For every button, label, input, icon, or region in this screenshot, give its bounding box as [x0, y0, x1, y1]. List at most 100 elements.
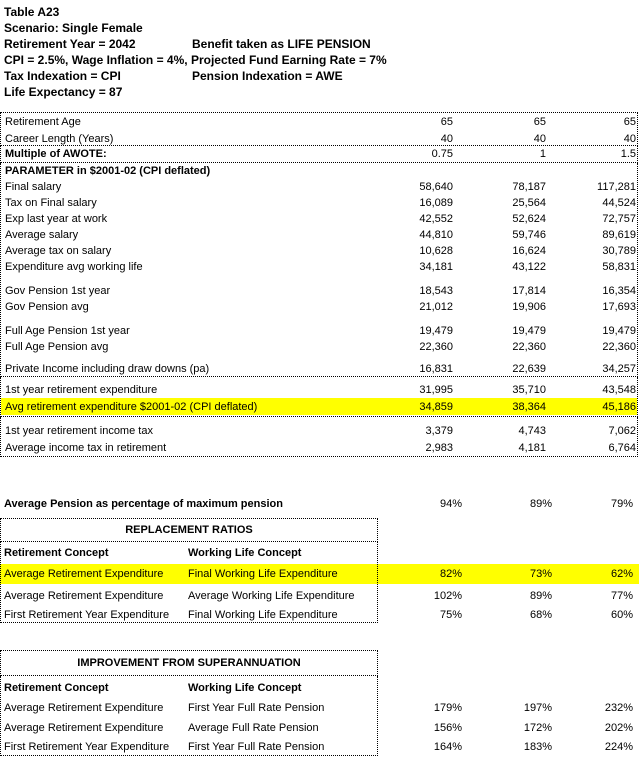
- life-expectancy-line: Life Expectancy = 87: [4, 85, 123, 99]
- column-header-row: Retirement Concept Working Life Concept: [0, 543, 639, 563]
- column-header: Working Life Concept: [188, 682, 302, 694]
- value-cell: 43,548: [602, 383, 636, 396]
- table-row: 1st year retirement expenditure 31,995 3…: [1, 381, 637, 398]
- row-label: Multiple of AWOTE:: [5, 148, 107, 160]
- row-label: 1st year retirement income tax: [5, 424, 153, 437]
- retirement-concept-cell: First Retirement Year Expenditure: [4, 741, 170, 753]
- value-cell: 34,257: [602, 363, 636, 375]
- value-cell: 6,764: [608, 441, 636, 454]
- value-cell: 45,186: [602, 400, 636, 413]
- value-cell: 65: [533, 115, 546, 128]
- table-row: Average income tax in retirement 2,983 4…: [1, 439, 637, 456]
- value-cell: 164%: [433, 741, 462, 753]
- value-cell: 17,814: [512, 285, 546, 297]
- pension-indexation-line: Pension Indexation = AWE: [192, 69, 343, 83]
- benefit-line: Benefit taken as LIFE PENSION: [192, 37, 371, 51]
- value-cell: 4,181: [518, 441, 546, 454]
- column-header: Retirement Concept: [4, 547, 109, 559]
- ratio-row: Average Retirement Expenditure First Yea…: [0, 698, 639, 718]
- value-cell: 1.5: [620, 148, 636, 160]
- retirement-year-line: Retirement Year = 2042: [4, 37, 136, 51]
- value-cell: 89%: [529, 498, 552, 510]
- table-row: 1st year retirement income tax 3,379 4,7…: [1, 422, 637, 439]
- value-cell: 60%: [610, 608, 633, 621]
- table-row: Retirement Age 65 65 65: [1, 113, 637, 130]
- ratio-row: First Retirement Year Expenditure Final …: [0, 606, 639, 623]
- table-row: Private Income including draw downs (pa)…: [1, 361, 637, 377]
- value-cell: 172%: [523, 722, 552, 734]
- value-cell: 72,757: [602, 213, 636, 225]
- table-row: Gov Pension avg 21,012 19,906 17,693: [1, 299, 637, 315]
- row-label: Average Pension as percentage of maximum…: [4, 498, 283, 510]
- table-row: Tax on Final salary 16,089 25,564 44,524: [1, 195, 637, 211]
- value-cell: 224%: [604, 741, 633, 753]
- column-header: Retirement Concept: [4, 682, 109, 694]
- value-cell: 65: [623, 115, 636, 128]
- section-header: PARAMETER in $2001-02 (CPI deflated): [5, 165, 211, 177]
- value-cell: 197%: [523, 702, 552, 714]
- row-label: Full Age Pension avg: [5, 341, 109, 353]
- value-cell: 22,360: [419, 341, 453, 353]
- row-label: Gov Pension 1st year: [5, 285, 111, 297]
- retirement-concept-cell: Average Retirement Expenditure: [4, 702, 164, 714]
- value-cell: 16,354: [602, 285, 636, 297]
- value-cell: 34,859: [419, 400, 453, 413]
- value-cell: 65: [440, 115, 453, 128]
- value-cell: 16,624: [512, 245, 546, 257]
- value-cell: 19,479: [512, 325, 546, 337]
- value-cell: 77%: [610, 589, 633, 602]
- retirement-concept-cell: Average Retirement Expenditure: [4, 589, 164, 602]
- value-cell: 22,639: [512, 363, 546, 375]
- retirement-concept-cell: First Retirement Year Expenditure: [4, 608, 170, 621]
- value-cell: 94%: [439, 498, 462, 510]
- tax-indexation-line: Tax Indexation = CPI: [4, 69, 121, 83]
- value-cell: 156%: [433, 722, 462, 734]
- value-cell: 62%: [610, 568, 633, 580]
- assumptions-line: CPI = 2.5%, Wage Inflation = 4%, Project…: [4, 53, 387, 67]
- row-label: Private Income including draw downs (pa): [5, 363, 210, 375]
- value-cell: 19,479: [602, 325, 636, 337]
- value-cell: 18,543: [419, 285, 453, 297]
- value-cell: 44,524: [602, 197, 636, 209]
- table-row: Multiple of AWOTE: 0.75 1 1.5: [1, 146, 637, 162]
- value-cell: 19,906: [512, 301, 546, 313]
- value-cell: 17,693: [602, 301, 636, 313]
- avg-pension-row: Average Pension as percentage of maximum…: [0, 494, 639, 514]
- column-header: Working Life Concept: [188, 547, 302, 559]
- profile-box: Retirement Age 65 65 65 Career Length (Y…: [0, 112, 638, 146]
- value-cell: 31,995: [419, 383, 453, 396]
- value-cell: 4,743: [518, 424, 546, 437]
- value-cell: 52,624: [512, 213, 546, 225]
- value-cell: 30,789: [602, 245, 636, 257]
- working-life-concept-cell: Final Working Life Expenditure: [188, 608, 338, 621]
- page-title: Table A23: [4, 5, 60, 19]
- row-label: Full Age Pension 1st year: [5, 325, 130, 337]
- awote-box: Multiple of AWOTE: 0.75 1 1.5: [0, 146, 638, 163]
- working-life-concept-cell: First Year Full Rate Pension: [188, 702, 325, 714]
- value-cell: 183%: [523, 741, 552, 753]
- value-cell: 68%: [529, 608, 552, 621]
- value-cell: 79%: [610, 498, 633, 510]
- value-cell: 43,122: [512, 261, 546, 273]
- table-row-highlighted: Avg retirement expenditure $2001-02 (CPI…: [1, 398, 637, 415]
- row-label: Tax on Final salary: [5, 197, 97, 209]
- working-life-concept-cell: Average Full Rate Pension: [188, 722, 319, 734]
- scenario-line: Scenario: Single Female: [4, 21, 143, 35]
- value-cell: 102%: [433, 589, 462, 602]
- value-cell: 10,628: [419, 245, 453, 257]
- column-header-row: Retirement Concept Working Life Concept: [0, 679, 639, 697]
- value-cell: 117,281: [597, 181, 636, 193]
- row-label: 1st year retirement expenditure: [5, 383, 158, 396]
- value-cell: 40: [533, 132, 546, 145]
- table-row: Exp last year at work 42,552 52,624 72,7…: [1, 211, 637, 227]
- retirement-concept-cell: Average Retirement Expenditure: [4, 568, 164, 580]
- retirement-tax-box: 1st year retirement income tax 3,379 4,7…: [0, 417, 638, 457]
- value-cell: 73%: [529, 568, 552, 580]
- value-cell: 179%: [433, 702, 462, 714]
- table-row: Average salary 44,810 59,746 89,619: [1, 227, 637, 243]
- table-row: Career Length (Years) 40 40 40: [1, 130, 637, 147]
- value-cell: 16,831: [419, 363, 453, 375]
- value-cell: 59,746: [512, 229, 546, 241]
- ratio-row: Average Retirement Expenditure Average F…: [0, 718, 639, 738]
